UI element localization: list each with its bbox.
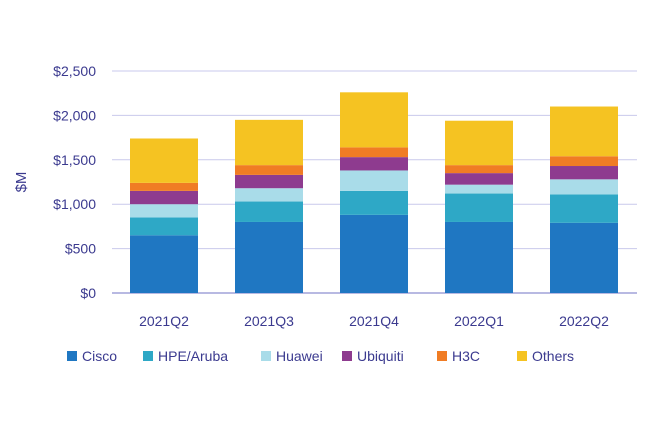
- legend-item: Cisco: [67, 348, 117, 364]
- y-axis-label: $M: [13, 172, 30, 193]
- bar-segment-hpe-aruba: [340, 190, 408, 215]
- bar-segment-ubiquiti: [550, 166, 618, 180]
- bar-segment-cisco: [235, 221, 303, 293]
- bar-segment-ubiquiti: [340, 157, 408, 171]
- bar-segment-huawei: [445, 184, 513, 194]
- bars: [130, 92, 618, 293]
- legend: Cisco HPE/Aruba Huawei Ubiquiti H3C Others: [67, 348, 574, 364]
- legend-label: H3C: [452, 348, 480, 364]
- legend-item: H3C: [437, 348, 480, 364]
- y-tick-label: $1,500: [53, 152, 96, 168]
- bar-segment-cisco: [340, 214, 408, 293]
- legend-swatch: [67, 351, 77, 361]
- bar-segment-hpe-aruba: [550, 194, 618, 223]
- legend-label: HPE/Aruba: [158, 348, 228, 364]
- bar-segment-h3c: [445, 165, 513, 174]
- x-category-label: 2021Q3: [244, 313, 294, 329]
- bar-segment-ubiquiti: [130, 190, 198, 205]
- bar-segment-h3c: [340, 147, 408, 158]
- legend-item: Ubiquiti: [342, 348, 404, 364]
- legend-swatch: [143, 351, 153, 361]
- legend-label: Huawei: [276, 348, 323, 364]
- bar-segment-huawei: [550, 179, 618, 195]
- bar-segment-h3c: [130, 182, 198, 191]
- x-axis-categories: 2021Q2 2021Q3 2021Q4 2022Q1 2022Q2: [139, 313, 609, 329]
- bar-segment-others: [445, 120, 513, 166]
- bar-segment-huawei: [235, 188, 303, 202]
- legend-label: Cisco: [82, 348, 117, 364]
- bar-segment-cisco: [550, 222, 618, 293]
- legend-item: Huawei: [261, 348, 323, 364]
- bar-segment-others: [340, 92, 408, 148]
- y-tick-label: $1,000: [53, 196, 96, 212]
- bar-segment-huawei: [340, 170, 408, 191]
- bar-segment-h3c: [550, 156, 618, 167]
- legend-item: HPE/Aruba: [143, 348, 228, 364]
- y-tick-label: $2,000: [53, 107, 96, 123]
- x-category-label: 2022Q2: [559, 313, 609, 329]
- legend-swatch: [437, 351, 447, 361]
- legend-swatch: [342, 351, 352, 361]
- legend-swatch: [517, 351, 527, 361]
- bar-segment-ubiquiti: [445, 173, 513, 185]
- x-category-label: 2021Q2: [139, 313, 189, 329]
- x-category-label: 2021Q4: [349, 313, 399, 329]
- bar-segment-cisco: [445, 221, 513, 293]
- y-axis-ticks: $0 $500 $1,000 $1,500 $2,000 $2,500: [53, 63, 96, 301]
- legend-swatch: [261, 351, 271, 361]
- bar-segment-hpe-aruba: [235, 201, 303, 222]
- bar-segment-others: [130, 138, 198, 183]
- bar-segment-others: [550, 106, 618, 157]
- bar-segment-hpe-aruba: [445, 193, 513, 222]
- legend-label: Others: [532, 348, 574, 364]
- bar-segment-hpe-aruba: [130, 217, 198, 236]
- y-tick-label: $0: [80, 285, 96, 301]
- legend-label: Ubiquiti: [357, 348, 404, 364]
- legend-item: Others: [517, 348, 574, 364]
- y-tick-label: $500: [65, 241, 96, 257]
- bar-segment-huawei: [130, 204, 198, 218]
- bar-segment-ubiquiti: [235, 174, 303, 189]
- y-tick-label: $2,500: [53, 63, 96, 79]
- bar-segment-others: [235, 119, 303, 166]
- x-category-label: 2022Q1: [454, 313, 504, 329]
- bar-segment-h3c: [235, 165, 303, 175]
- bar-segment-cisco: [130, 235, 198, 293]
